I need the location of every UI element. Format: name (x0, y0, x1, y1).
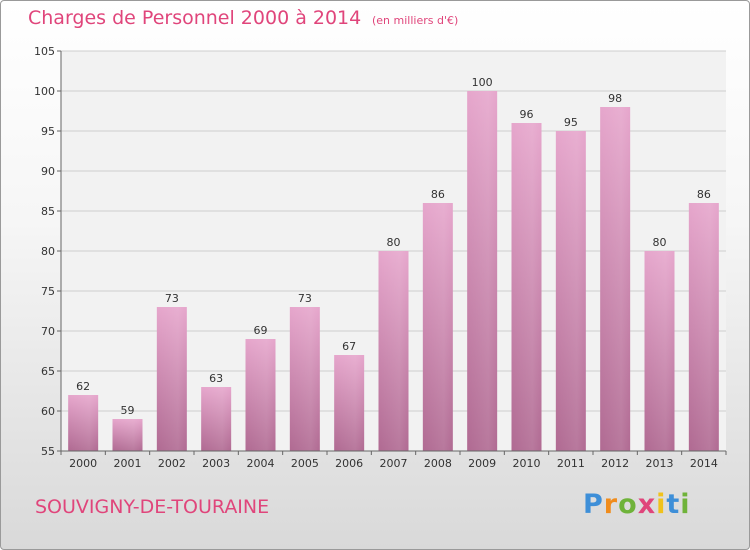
bar-highlight (467, 91, 498, 451)
x-tick-label: 2012 (601, 457, 629, 470)
data-label: 73 (165, 292, 179, 305)
bar-highlight (245, 339, 276, 451)
bar-highlight (688, 203, 719, 451)
x-tick-label: 2001 (114, 457, 142, 470)
data-label: 62 (76, 380, 90, 393)
x-tick-label: 2010 (513, 457, 541, 470)
x-tick-label: 2011 (557, 457, 585, 470)
y-tick-label: 95 (41, 125, 55, 138)
data-label: 95 (564, 116, 578, 129)
y-tick-label: 60 (41, 405, 55, 418)
bar-highlight (555, 131, 586, 451)
chart-title: Charges de Personnel 2000 à 2014 (28, 7, 362, 29)
bar-highlight (378, 251, 409, 451)
data-label: 100 (472, 76, 493, 89)
data-label: 69 (254, 324, 268, 337)
x-tick-label: 2000 (69, 457, 97, 470)
data-label: 98 (608, 92, 622, 105)
bar-highlight (156, 307, 187, 451)
y-tick-label: 80 (41, 245, 55, 258)
x-tick-label: 2006 (335, 457, 363, 470)
data-label: 86 (431, 188, 445, 201)
bar-highlight (68, 395, 99, 451)
bar-highlight (201, 387, 232, 451)
chart-subtitle: (en milliers d'€) (372, 14, 459, 27)
bar-highlight (600, 107, 631, 451)
x-tick-label: 2009 (468, 457, 496, 470)
y-axis-ticks: 55 60 65 70 75 80 85 90 95 100 105 (34, 45, 61, 458)
y-tick-label: 100 (34, 85, 55, 98)
bar-highlight (289, 307, 320, 451)
x-tick-label: 2003 (202, 457, 230, 470)
bar-highlight (644, 251, 675, 451)
data-label: 67 (342, 340, 356, 353)
y-tick-label: 70 (41, 325, 55, 338)
x-tick-label: 2008 (424, 457, 452, 470)
y-tick-label: 55 (41, 445, 55, 458)
y-tick-label: 85 (41, 205, 55, 218)
bar-highlight (112, 419, 143, 451)
bars: 62 59 73 63 69 73 67 80 86 100 96 95 98 80 86 (68, 76, 719, 451)
x-tick-label: 2002 (158, 457, 186, 470)
x-tick-label: 2013 (646, 457, 674, 470)
town-name: SOUVIGNY-DE-TOURAINE (35, 496, 270, 518)
y-tick-label: 75 (41, 285, 55, 298)
data-label: 59 (121, 404, 135, 417)
x-tick-label: 2005 (291, 457, 319, 470)
y-tick-label: 65 (41, 365, 55, 378)
data-label: 80 (387, 236, 401, 249)
proxiti-logo: Proxiti (583, 489, 691, 520)
x-tick-label: 2004 (247, 457, 275, 470)
data-label: 86 (697, 188, 711, 201)
y-tick-label: 90 (41, 165, 55, 178)
bar-highlight (422, 203, 453, 451)
data-label: 73 (298, 292, 312, 305)
bar-highlight (334, 355, 365, 451)
bar-highlight (511, 123, 542, 451)
data-label: 63 (209, 372, 223, 385)
y-tick-label: 105 (34, 45, 55, 58)
data-label: 96 (520, 108, 534, 121)
x-axis-ticks: 2000 2001 2002 2003 2004 2005 2006 2007 2008 2009… (60, 451, 727, 470)
x-tick-label: 2007 (380, 457, 408, 470)
x-tick-label: 2014 (690, 457, 718, 470)
data-label: 80 (653, 236, 667, 249)
